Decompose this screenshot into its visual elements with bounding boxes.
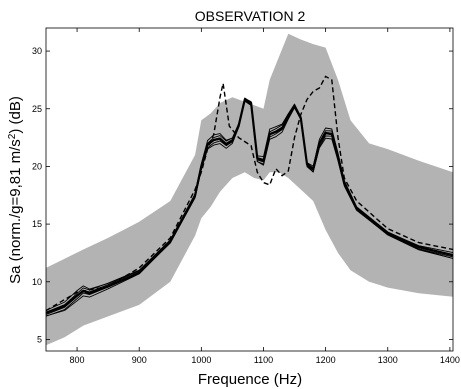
y-axis-label-unit: ) (dB) (7, 96, 24, 134)
x-tick-label: 1100 (254, 355, 273, 365)
plot-area (45, 33, 454, 346)
y-axis-label: Sa (norm./g=9,81 m/s2) (dB) (7, 96, 25, 284)
y-tick-label: 25 (32, 104, 42, 114)
x-tick-label: 1200 (316, 355, 336, 365)
x-tick-label: 1300 (378, 355, 398, 365)
chart-title: OBSERVATION 2 (195, 8, 306, 24)
x-tick-label: 800 (70, 355, 85, 365)
x-tick-label: 1000 (191, 355, 211, 365)
x-tick-label: 1400 (440, 355, 460, 365)
x-axis-label: Frequence (Hz) (198, 371, 302, 388)
simulated-curve (45, 97, 454, 313)
y-tick-label: 10 (32, 277, 42, 287)
x-tick-label: 900 (132, 355, 147, 365)
y-tick-label: 5 (37, 334, 42, 344)
y-axis-label-main: Sa (norm./g=9,81 m/s (7, 139, 24, 284)
simulated-curve (45, 98, 454, 311)
y-tick-label: 15 (32, 219, 42, 229)
y-tick-label: 30 (32, 46, 42, 56)
envelope-band (46, 33, 453, 346)
y-axis-label-superscript: 2 (7, 133, 18, 139)
plot-frame (45, 27, 454, 352)
axis-ticks: 800 900 1000 1100 1200 1300 1400 5 10 15 20 25 30 (32, 28, 460, 365)
y-tick-label: 20 (32, 161, 42, 171)
